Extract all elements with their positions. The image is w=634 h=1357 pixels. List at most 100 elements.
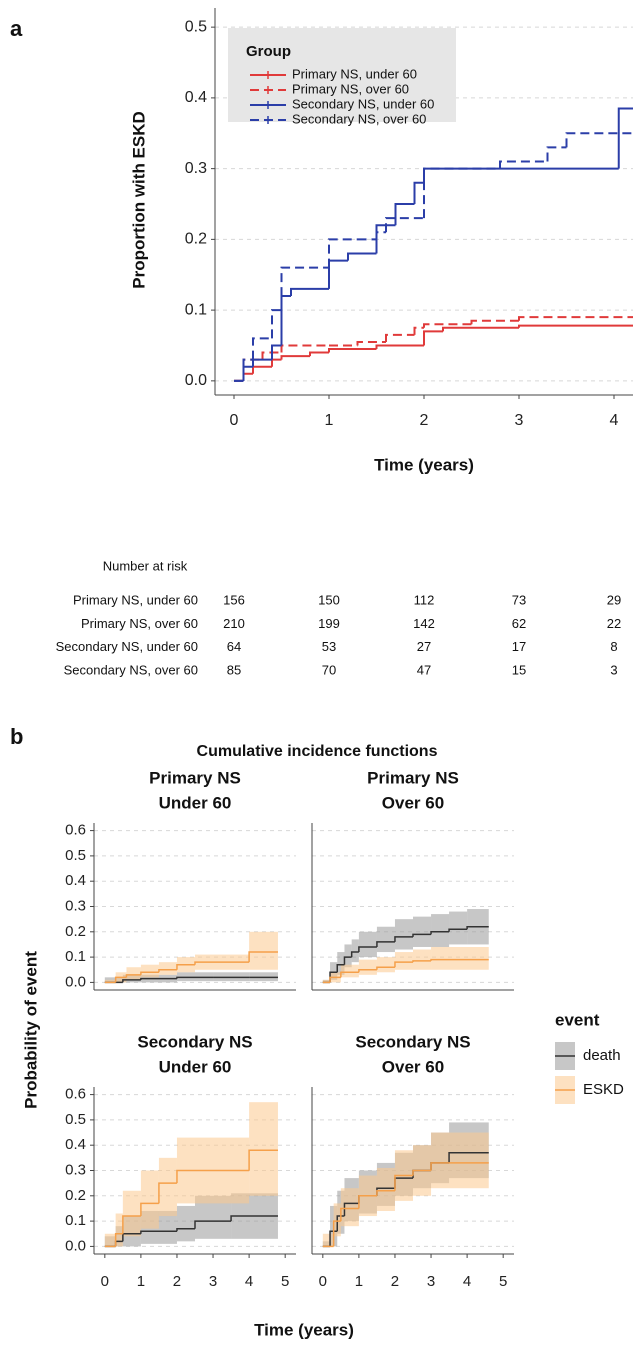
step-line bbox=[176, 1169, 250, 1184]
y-tick-label: 0.1 bbox=[65, 1212, 86, 1229]
confidence-band bbox=[413, 916, 432, 947]
step-line bbox=[158, 1182, 177, 1204]
confidence-band bbox=[351, 939, 359, 963]
step-line bbox=[176, 976, 214, 979]
step-line bbox=[412, 1169, 432, 1176]
risk-table-title: Number at risk bbox=[103, 558, 188, 573]
x-tick-label: 4 bbox=[245, 1273, 253, 1290]
step-line bbox=[423, 323, 472, 328]
confidence-band bbox=[322, 1233, 334, 1247]
y-tick-label: 0.2 bbox=[185, 231, 207, 248]
y-tick-label: 0.3 bbox=[65, 1161, 86, 1178]
y-tick-label: 0.5 bbox=[65, 1111, 86, 1128]
confidence-band bbox=[337, 952, 345, 975]
x-tick-label: 2 bbox=[391, 1273, 399, 1290]
step-line bbox=[328, 238, 358, 268]
step-line bbox=[412, 933, 432, 937]
step-line bbox=[470, 319, 519, 325]
facet-title: Primary NS bbox=[149, 768, 241, 787]
y-axis-label: Probability of event bbox=[21, 951, 40, 1109]
chart-title: Cumulative incidence functions bbox=[197, 743, 438, 760]
step-line bbox=[394, 961, 413, 968]
y-axis-label: Proportion with ESKD bbox=[129, 111, 148, 289]
risk-value: 17 bbox=[512, 639, 526, 654]
confidence-band bbox=[122, 1190, 141, 1237]
step-line bbox=[309, 351, 329, 357]
y-tick-label: 0.4 bbox=[65, 1136, 86, 1153]
step-line bbox=[158, 969, 177, 973]
y-tick-label: 0.4 bbox=[65, 872, 86, 889]
y-tick-label: 0.0 bbox=[65, 973, 86, 990]
x-tick-label: 1 bbox=[325, 412, 334, 429]
step-line bbox=[329, 1230, 338, 1247]
confidence-band bbox=[104, 1233, 116, 1247]
legend-label: death bbox=[583, 1047, 621, 1064]
step-line bbox=[248, 1149, 278, 1171]
step-line bbox=[114, 1233, 123, 1247]
step-line bbox=[347, 252, 377, 261]
step-line bbox=[376, 1189, 395, 1196]
x-tick-label: 0 bbox=[230, 412, 239, 429]
step-line bbox=[430, 958, 489, 961]
risk-row-name: Secondary NS, under 60 bbox=[56, 639, 198, 654]
y-tick-label: 0.5 bbox=[65, 847, 86, 864]
facet-title: Over 60 bbox=[382, 1057, 444, 1076]
confidence-band bbox=[376, 1167, 395, 1211]
step-line bbox=[328, 348, 377, 353]
step-line bbox=[343, 956, 352, 965]
x-axis-label: Time (years) bbox=[254, 1320, 354, 1339]
y-tick-label: 0.1 bbox=[185, 301, 207, 318]
step-line bbox=[394, 1174, 413, 1191]
step-line bbox=[261, 351, 282, 360]
x-tick-label: 3 bbox=[515, 412, 524, 429]
risk-value: 8 bbox=[610, 639, 617, 654]
confidence-band bbox=[140, 1170, 159, 1229]
risk-value: 112 bbox=[414, 592, 435, 607]
confidence-band bbox=[449, 911, 468, 945]
step-line bbox=[176, 963, 195, 970]
step-line bbox=[114, 976, 127, 983]
risk-value: 15 bbox=[512, 663, 526, 678]
step-line bbox=[358, 969, 377, 973]
step-line bbox=[413, 181, 424, 204]
y-tick-label: 0.0 bbox=[65, 1237, 86, 1254]
step-line bbox=[376, 941, 395, 947]
risk-value: 156 bbox=[223, 592, 245, 607]
step-line bbox=[336, 1215, 345, 1232]
facet-title: Primary NS bbox=[367, 768, 459, 787]
facet-title: Over 60 bbox=[382, 793, 444, 812]
step-line bbox=[356, 340, 386, 346]
confidence-band bbox=[249, 1102, 278, 1196]
step-line bbox=[252, 337, 272, 360]
y-tick-label: 0.1 bbox=[65, 948, 86, 965]
x-tick-label: 1 bbox=[137, 1273, 145, 1290]
confidence-band bbox=[340, 964, 359, 978]
step-line bbox=[271, 344, 282, 360]
x-tick-label: 4 bbox=[610, 412, 619, 429]
step-line bbox=[140, 971, 159, 975]
legend-title: Group bbox=[246, 43, 291, 60]
risk-value: 70 bbox=[322, 663, 336, 678]
step-line bbox=[271, 358, 282, 367]
step-line bbox=[248, 951, 278, 963]
y-tick-label: 0.6 bbox=[65, 822, 86, 839]
step-line bbox=[125, 974, 141, 978]
step-line bbox=[230, 1215, 278, 1222]
confidence-band bbox=[358, 959, 377, 975]
risk-value: 29 bbox=[607, 592, 621, 607]
step-line bbox=[194, 961, 250, 965]
x-tick-label: 0 bbox=[319, 1273, 327, 1290]
confidence-band bbox=[322, 979, 331, 983]
step-line bbox=[290, 287, 329, 296]
y-tick-label: 0.2 bbox=[65, 923, 86, 940]
x-tick-label: 2 bbox=[420, 412, 429, 429]
step-line bbox=[466, 925, 489, 930]
facet-title: Under 60 bbox=[159, 793, 232, 812]
confidence-band bbox=[104, 979, 116, 983]
risk-row-name: Primary NS, under 60 bbox=[73, 592, 198, 607]
step-line bbox=[329, 976, 341, 983]
x-tick-label: 5 bbox=[281, 1273, 289, 1290]
facet-title: Secondary NS bbox=[355, 1032, 470, 1051]
step-line bbox=[252, 358, 272, 367]
risk-row-name: Secondary NS, over 60 bbox=[64, 663, 198, 678]
